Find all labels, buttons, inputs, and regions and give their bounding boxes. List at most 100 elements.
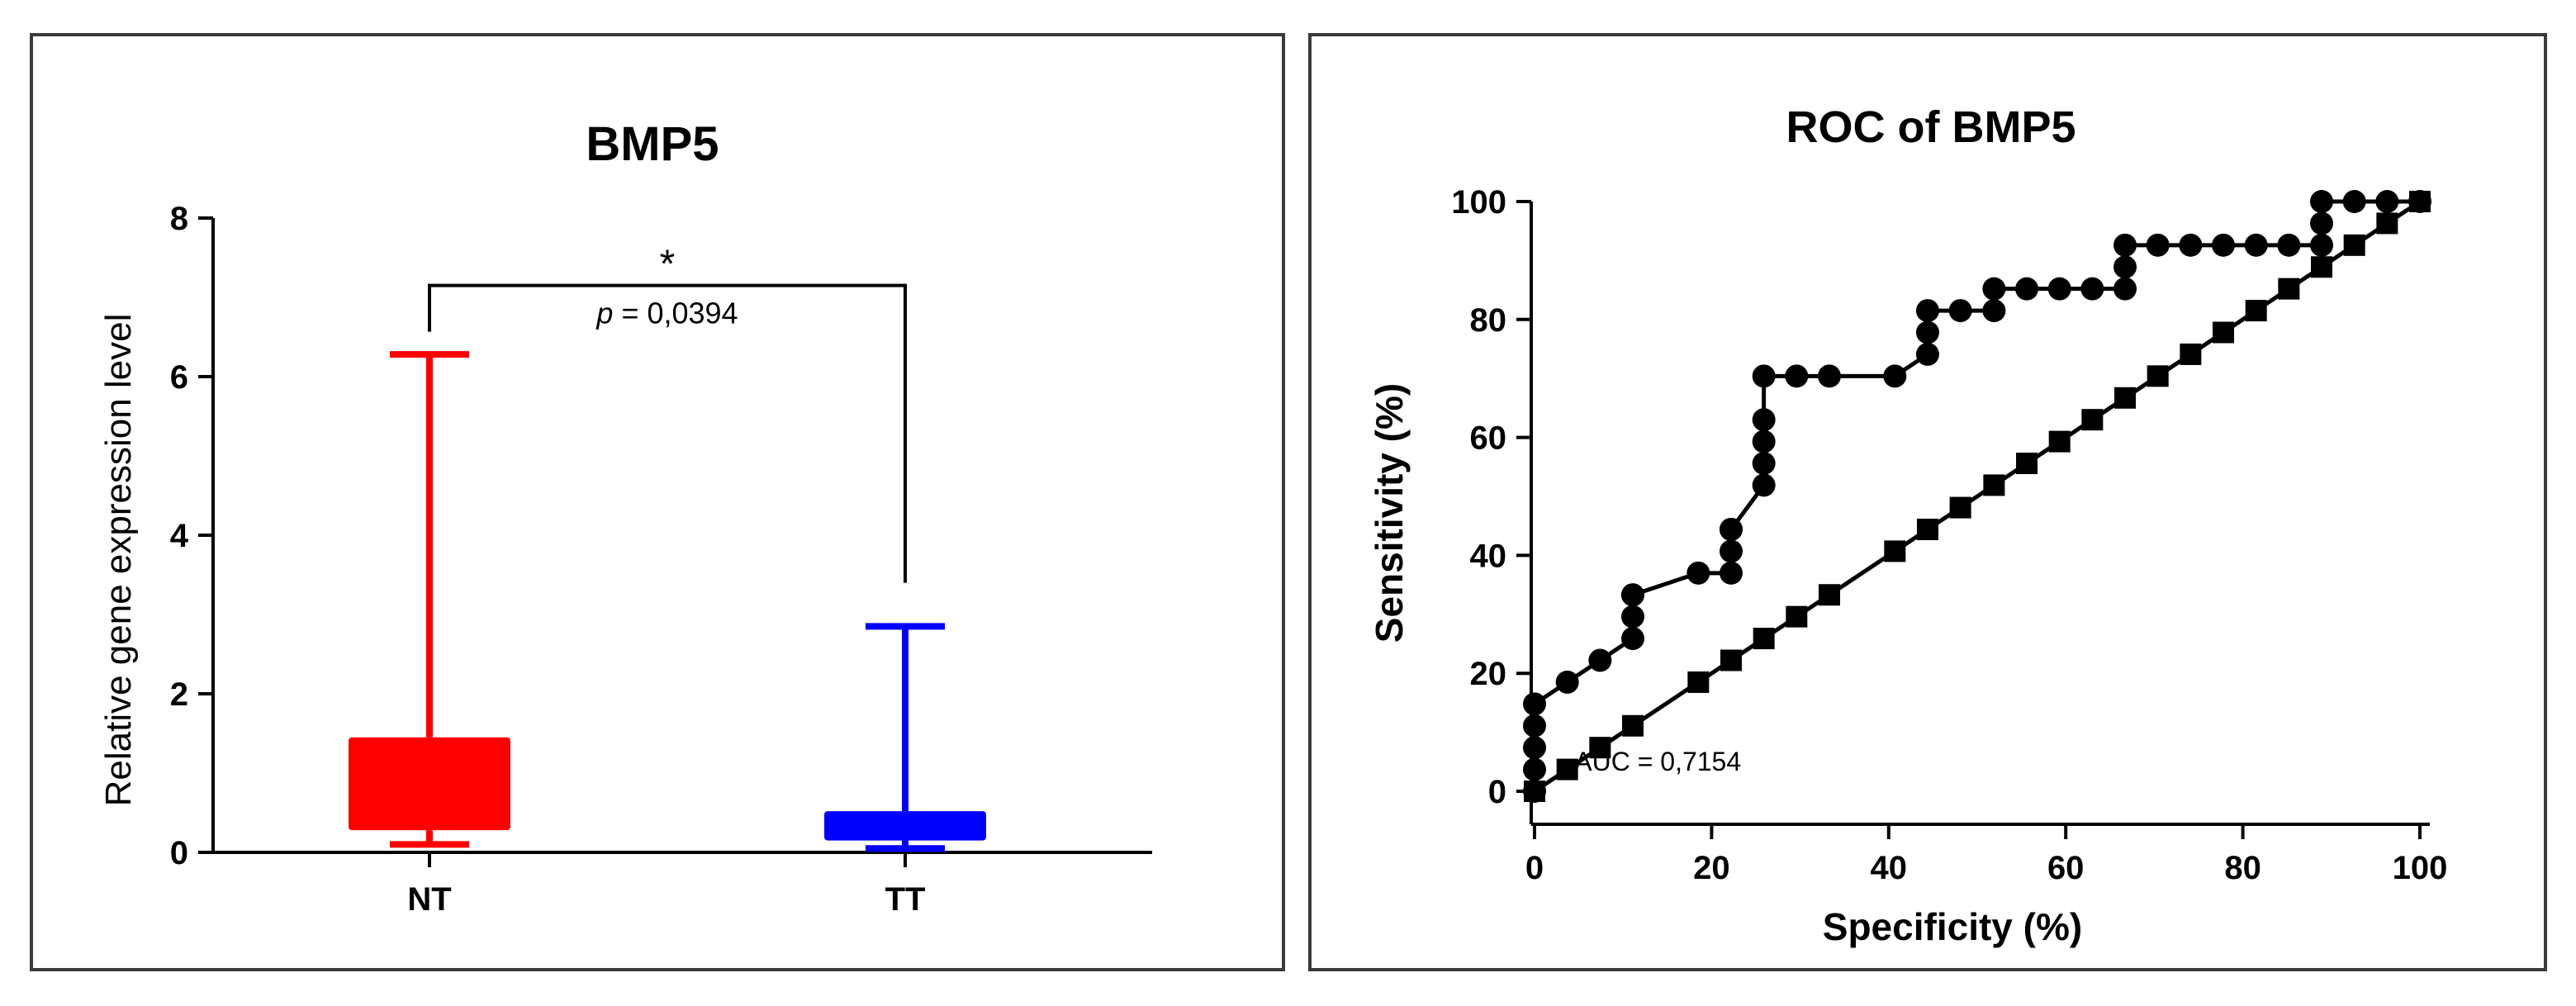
- roc-point: [1915, 320, 1939, 344]
- roc-point: [1752, 473, 1776, 497]
- x-tick-label: TT: [885, 881, 926, 918]
- roc-point: [1588, 648, 1612, 672]
- box-nt: [349, 737, 510, 831]
- reference-point: [1786, 605, 1808, 628]
- reference-point: [1884, 540, 1906, 562]
- y-tick-label: 6: [170, 359, 188, 396]
- reference-point: [1687, 671, 1710, 693]
- reference-point: [1753, 628, 1775, 650]
- x-tick-label: 20: [1693, 850, 1730, 886]
- roc-point: [1620, 583, 1644, 607]
- y-tick-label: 20: [1470, 656, 1507, 692]
- roc-point: [1948, 299, 1972, 323]
- y-tick-label: 60: [1470, 420, 1507, 457]
- roc-point: [1915, 299, 1939, 323]
- y-axis-label: Relative gene expression level: [98, 314, 139, 807]
- roc-point: [2113, 233, 2137, 257]
- roc-point: [1719, 539, 1743, 563]
- box-tt: [824, 811, 986, 841]
- roc-point: [1752, 452, 1776, 476]
- roc-point: [1883, 364, 1907, 388]
- roc-point: [2375, 190, 2399, 213]
- reference-point: [2180, 343, 2202, 365]
- reference-point: [2409, 191, 2431, 212]
- roc-point: [2113, 277, 2137, 301]
- auc-annotation: AUC = 0,7154: [1574, 747, 1741, 776]
- roc-point: [1620, 605, 1644, 629]
- reference-point: [2081, 409, 2104, 431]
- reference-point: [1949, 496, 1971, 519]
- reference-point: [1589, 737, 1611, 759]
- significance-bracket: [428, 283, 907, 583]
- roc-point: [1555, 670, 1579, 694]
- x-tick-label: 40: [1871, 850, 1908, 886]
- roc-point: [2080, 277, 2104, 301]
- reference-point: [1556, 758, 1578, 781]
- reference-point: [2147, 365, 2169, 387]
- x-tick-label: 60: [2047, 850, 2085, 886]
- roc-point: [2342, 190, 2366, 213]
- roc-point: [1523, 692, 1546, 716]
- y-axis-label: Sensitivity (%): [1368, 383, 1411, 643]
- roc-point: [2179, 233, 2203, 257]
- roc-point: [1620, 627, 1644, 651]
- y-tick-label: 4: [170, 518, 189, 554]
- reference-point: [2311, 256, 2333, 278]
- reference-point: [2114, 387, 2137, 409]
- significance-star: *: [660, 243, 676, 287]
- roc-point: [2277, 233, 2301, 257]
- y-tick-label: 8: [170, 201, 188, 237]
- roc-point: [2244, 233, 2268, 257]
- roc-point: [2146, 233, 2170, 257]
- roc-point: [1785, 364, 1809, 388]
- reference-point: [1720, 649, 1742, 671]
- reference-point: [1916, 518, 1938, 540]
- roc-point: [1752, 429, 1776, 453]
- reference-point: [1621, 714, 1644, 737]
- p-value-label: p = 0,0394: [595, 297, 738, 330]
- reference-point: [1524, 781, 1545, 802]
- y-tick-label: 2: [170, 676, 188, 713]
- chart-title: ROC of BMP5: [1786, 102, 2076, 152]
- roc-chart: ROC of BMP5 0 20 40 60 80 100 0 20 40 60 80 100 Speci…: [1368, 102, 2448, 948]
- x-axis-label: Specificity (%): [1823, 905, 2082, 948]
- roc-point: [2047, 277, 2071, 301]
- chart-title: BMP5: [586, 117, 719, 171]
- roc-point: [2015, 277, 2039, 301]
- boxplot-chart: BMP5 0 2 4 6 8 Relative gene expression level N…: [98, 117, 1152, 918]
- roc-point: [1719, 561, 1743, 585]
- x-tick-label: NT: [407, 881, 451, 918]
- x-tick-label: 80: [2224, 850, 2261, 886]
- roc-point: [1752, 408, 1776, 432]
- roc-point: [2310, 211, 2334, 235]
- x-tick-label: 0: [1525, 850, 1544, 886]
- y-tick-label: 0: [170, 835, 188, 871]
- reference-point: [2343, 234, 2365, 256]
- reference-point: [1818, 584, 1840, 606]
- y-tick-label: 40: [1470, 538, 1507, 574]
- roc-point: [2310, 233, 2334, 257]
- reference-point: [2376, 212, 2398, 235]
- roc-point: [1817, 364, 1841, 388]
- boxplot-panel: BMP5 0 2 4 6 8 Relative gene expression level N…: [30, 33, 1285, 971]
- roc-point: [1982, 299, 2006, 323]
- y-tick-label: 0: [1488, 774, 1506, 810]
- reference-point: [1983, 474, 2005, 496]
- y-tick-label: 80: [1470, 302, 1507, 339]
- reference-point: [2245, 300, 2267, 322]
- roc-point: [2212, 233, 2236, 257]
- reference-point: [2016, 453, 2038, 475]
- roc-point: [2113, 255, 2137, 279]
- roc-point: [1915, 342, 1939, 366]
- x-tick-label: 100: [2393, 850, 2448, 886]
- p-value-text: = 0,0394: [613, 297, 738, 330]
- reference-point: [2048, 430, 2071, 453]
- roc-point: [2310, 190, 2334, 213]
- roc-point: [1523, 736, 1546, 760]
- roc-point: [1686, 561, 1710, 585]
- roc-point: [1719, 517, 1743, 541]
- roc-point: [1523, 757, 1546, 781]
- reference-point: [2278, 278, 2300, 300]
- p-symbol: p: [595, 297, 613, 330]
- roc-point: [1523, 714, 1546, 738]
